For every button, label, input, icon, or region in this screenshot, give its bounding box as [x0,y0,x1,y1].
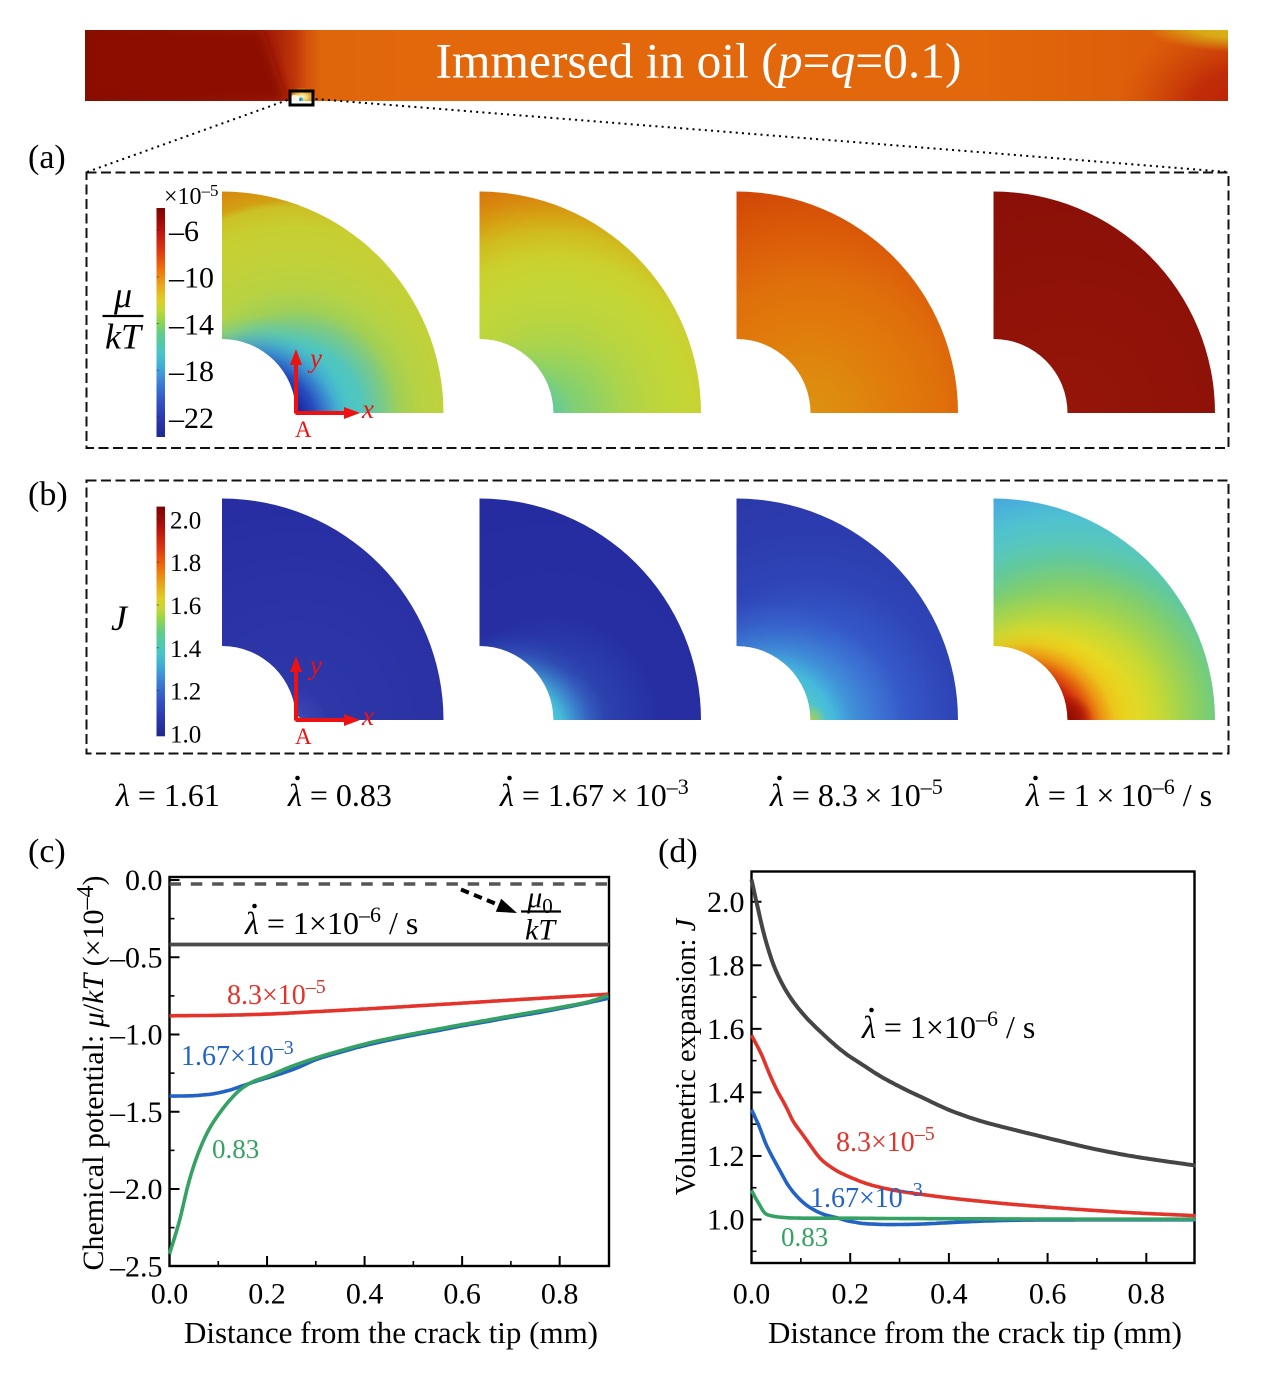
svg-text:(c): (c) [28,833,66,870]
svg-text:y: y [307,343,322,373]
svg-text:x: x [361,701,374,731]
svg-text:0.6: 0.6 [443,1278,481,1311]
svg-text:–1.5: –1.5 [109,1096,163,1129]
svg-text:–2.0: –2.0 [109,1173,163,1206]
svg-text:λ = 1×10–6 / s: λ = 1×10–6 / s [861,1006,1035,1045]
svg-text:0.83: 0.83 [212,1134,259,1164]
svg-text:(d): (d) [658,833,698,870]
svg-text:x: x [361,394,374,424]
svg-text:A: A [295,417,312,442]
svg-text:λ = 8.3 × 10–5: λ = 8.3 × 10–5 [769,774,943,813]
svg-text:2.0: 2.0 [170,507,201,534]
svg-text:λ = 1.67 × 10–3: λ = 1.67 × 10–3 [499,774,689,813]
svg-text:–1.0: –1.0 [109,1019,163,1052]
svg-text:0.4: 0.4 [346,1278,384,1311]
svg-text:0.6: 0.6 [1029,1278,1067,1311]
svg-text:Distance from the crack tip (m: Distance from the crack tip (mm) [184,1315,598,1350]
svg-text:(a): (a) [28,139,66,176]
svg-text:0.0: 0.0 [125,864,163,897]
svg-text:μ: μ [113,275,132,315]
svg-text:kT: kT [105,317,144,357]
svg-text:–18: –18 [168,355,214,388]
svg-text:2.0: 2.0 [707,886,745,919]
svg-text:J: J [111,598,129,638]
svg-text:–2.5: –2.5 [109,1250,163,1283]
svg-text:1.4: 1.4 [707,1076,745,1109]
svg-text:0.2: 0.2 [831,1278,869,1311]
svg-text:1.6: 1.6 [170,593,201,620]
svg-text:λ = 1 × 10–6 / s: λ = 1 × 10–6 / s [1025,774,1212,813]
svg-text:y: y [307,650,322,680]
svg-text:λ = 1.61: λ = 1.61 [115,777,220,813]
svg-text:1.0: 1.0 [707,1204,745,1237]
svg-text:1.8: 1.8 [170,550,201,577]
svg-text:Distance from the crack tip (m: Distance from the crack tip (mm) [768,1315,1182,1350]
svg-text:1.2: 1.2 [170,679,201,706]
svg-text:0.0: 0.0 [733,1278,771,1311]
svg-text:0.8: 0.8 [541,1278,579,1311]
svg-text:–10: –10 [168,262,214,295]
svg-text:1.2: 1.2 [707,1140,745,1173]
svg-text:A: A [295,724,312,749]
svg-text:λ = 0.83: λ = 0.83 [287,777,392,813]
svg-text:1.4: 1.4 [170,636,202,663]
svg-text:1.0: 1.0 [170,721,201,748]
svg-text:λ = 1×10–6 / s: λ = 1×10–6 / s [244,902,418,941]
svg-text:–14: –14 [168,308,214,341]
svg-text:Volumetric expansion: J: Volumetric expansion: J [671,917,702,1195]
svg-text:kT: kT [525,914,557,947]
svg-text:0.83: 0.83 [781,1222,828,1252]
svg-text:Chemical potential: μ/kT (×10–: Chemical potential: μ/kT (×10–4) [73,875,110,1270]
svg-text:1.8: 1.8 [707,949,745,982]
svg-text:0.4: 0.4 [930,1278,968,1311]
svg-text:0.8: 0.8 [1128,1278,1166,1311]
svg-text:0.0: 0.0 [151,1278,189,1311]
svg-text:0.2: 0.2 [248,1278,286,1311]
svg-text:–6: –6 [168,215,199,248]
svg-text:–0.5: –0.5 [109,941,163,974]
svg-text:Immersed in oil (p=q=0.1): Immersed in oil (p=q=0.1) [436,34,962,89]
svg-text:1.6: 1.6 [707,1013,745,1046]
svg-text:(b): (b) [28,476,68,513]
svg-text:×10–5: ×10–5 [164,181,219,210]
svg-text:–22: –22 [168,402,214,435]
